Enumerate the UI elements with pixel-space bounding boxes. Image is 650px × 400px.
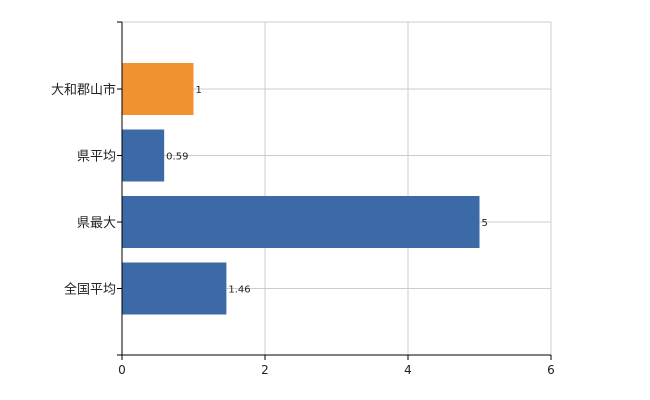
data-label-0: 1 bbox=[196, 85, 202, 96]
data-label-2: 5 bbox=[482, 218, 488, 229]
data-label-1: 0.59 bbox=[166, 152, 188, 163]
data-label-3: 1.46 bbox=[228, 285, 250, 296]
x-tick-label-0: 0 bbox=[118, 363, 126, 377]
x-tick-label-2: 4 bbox=[404, 363, 412, 377]
category-label-0: 大和郡山市 bbox=[51, 82, 116, 98]
category-label-2: 県最大 bbox=[77, 216, 116, 231]
x-tick-label-1: 2 bbox=[261, 363, 269, 377]
labels: 1 大和郡山市 0.59 県平均 5 県最大 1.46 全国平均 0 2 4 6 bbox=[51, 82, 555, 377]
x-tick-label-3: 6 bbox=[547, 363, 555, 377]
bar-0 bbox=[122, 63, 194, 115]
bar-3 bbox=[122, 262, 227, 315]
category-label-3: 全国平均 bbox=[64, 282, 116, 298]
bar-1 bbox=[122, 129, 165, 182]
category-label-1: 県平均 bbox=[77, 150, 116, 165]
bars bbox=[122, 63, 480, 315]
bar-2 bbox=[122, 196, 480, 248]
axes bbox=[117, 21, 552, 360]
